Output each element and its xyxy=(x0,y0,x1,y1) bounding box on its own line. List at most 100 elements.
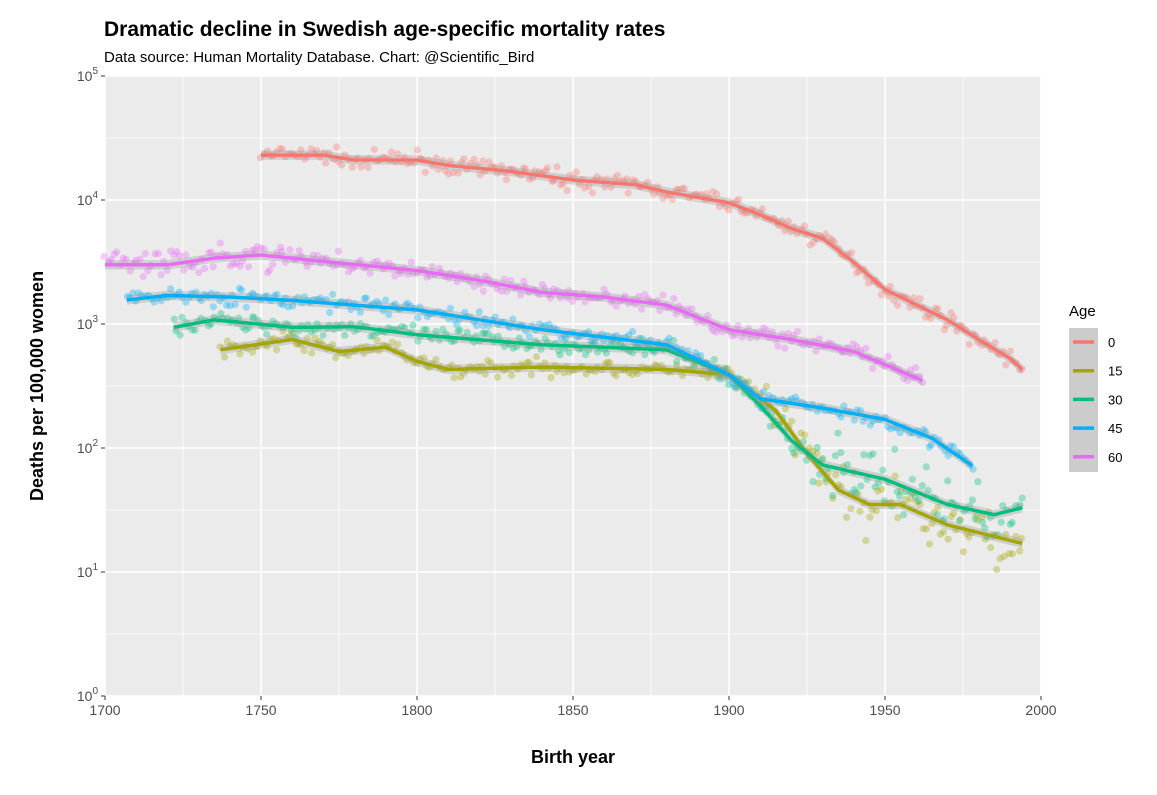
data-point-age-60 xyxy=(428,263,436,271)
data-point-age-0 xyxy=(852,269,861,277)
data-point-age-60 xyxy=(373,257,381,265)
data-point-age-60 xyxy=(423,273,431,281)
data-point-age-60 xyxy=(612,302,620,310)
data-point-age-0 xyxy=(357,163,365,171)
data-point-age-60 xyxy=(226,262,234,270)
data-point-age-30 xyxy=(891,445,899,453)
data-point-age-30 xyxy=(341,331,349,339)
data-point-age-15 xyxy=(604,358,612,366)
data-point-age-15 xyxy=(493,373,502,381)
data-point-age-30 xyxy=(500,342,509,350)
data-point-age-30 xyxy=(319,331,327,339)
data-point-age-15 xyxy=(922,525,930,533)
data-point-age-60 xyxy=(229,260,237,268)
data-point-age-45 xyxy=(134,289,143,297)
data-point-age-30 xyxy=(1008,518,1016,527)
data-point-age-15 xyxy=(719,374,728,382)
data-point-age-30 xyxy=(788,444,796,453)
data-point-age-45 xyxy=(167,285,175,293)
x-tick-label: 1950 xyxy=(869,702,900,718)
data-point-age-15 xyxy=(907,495,915,503)
data-point-age-45 xyxy=(385,310,393,319)
data-point-age-60 xyxy=(236,262,244,270)
data-point-age-30 xyxy=(420,326,428,334)
data-point-age-0 xyxy=(394,150,402,158)
data-point-age-60 xyxy=(493,285,501,293)
data-point-age-45 xyxy=(813,407,821,415)
data-point-age-30 xyxy=(541,334,549,343)
data-point-age-60 xyxy=(303,262,311,270)
confidence-band-age-45 xyxy=(126,290,973,471)
data-point-age-45 xyxy=(404,299,412,307)
data-point-age-0 xyxy=(300,155,309,163)
data-point-age-0 xyxy=(485,158,493,166)
data-point-age-0 xyxy=(479,157,487,165)
data-point-age-15 xyxy=(965,533,973,541)
data-point-age-45 xyxy=(414,314,422,322)
data-point-age-60 xyxy=(781,344,789,352)
data-point-age-30 xyxy=(978,518,987,526)
data-point-age-60 xyxy=(568,297,576,306)
data-point-age-45 xyxy=(665,334,673,342)
data-point-age-60 xyxy=(635,292,643,301)
data-point-age-60 xyxy=(219,250,227,258)
data-point-age-60 xyxy=(200,264,209,273)
data-point-age-30 xyxy=(843,460,852,469)
data-point-age-60 xyxy=(157,271,165,279)
data-point-age-45 xyxy=(382,296,390,304)
data-point-age-15 xyxy=(940,528,948,536)
data-point-age-0 xyxy=(337,161,346,169)
data-point-age-15 xyxy=(432,355,440,364)
data-point-age-60 xyxy=(784,329,792,338)
data-point-age-60 xyxy=(684,305,692,313)
data-point-age-30 xyxy=(616,339,624,347)
data-point-age-45 xyxy=(485,322,493,330)
data-point-age-45 xyxy=(237,286,246,294)
data-point-age-45 xyxy=(557,334,565,342)
data-point-age-0 xyxy=(576,180,584,189)
data-point-age-45 xyxy=(525,332,534,341)
data-point-age-30 xyxy=(819,455,827,463)
data-point-age-60 xyxy=(734,321,742,330)
legend: Age 0 15 30 45 60 xyxy=(1069,303,1122,472)
data-point-age-0 xyxy=(659,194,667,202)
data-point-age-45 xyxy=(944,451,952,460)
data-point-age-45 xyxy=(541,321,549,330)
data-point-age-60 xyxy=(185,262,194,270)
data-point-age-60 xyxy=(273,248,281,256)
data-point-age-60 xyxy=(768,328,776,336)
data-point-age-15 xyxy=(507,371,516,379)
data-point-age-15 xyxy=(481,370,489,378)
data-point-age-30 xyxy=(908,475,916,483)
data-point-age-30 xyxy=(641,351,649,359)
data-point-age-15 xyxy=(249,348,257,356)
data-point-age-45 xyxy=(226,302,234,310)
data-point-age-0 xyxy=(1002,361,1010,369)
data-point-age-0 xyxy=(563,186,571,195)
data-point-age-45 xyxy=(927,441,935,449)
data-point-age-45 xyxy=(787,395,796,403)
data-point-age-30 xyxy=(981,524,989,532)
data-point-age-60 xyxy=(688,305,696,313)
data-point-age-45 xyxy=(853,406,861,414)
data-point-age-15 xyxy=(523,359,531,367)
data-point-age-60 xyxy=(244,263,253,271)
data-point-age-15 xyxy=(532,353,541,361)
data-point-age-30 xyxy=(367,332,375,341)
y-tick-label: 100 xyxy=(77,686,99,704)
data-point-age-60 xyxy=(731,331,740,339)
data-point-age-60 xyxy=(248,246,256,254)
data-point-age-15 xyxy=(993,565,1001,574)
data-point-age-0 xyxy=(784,217,792,225)
data-point-age-30 xyxy=(955,517,964,525)
data-point-age-0 xyxy=(566,171,574,179)
data-point-age-60 xyxy=(497,287,506,295)
data-point-age-60 xyxy=(189,263,197,271)
data-point-age-60 xyxy=(144,267,152,275)
data-point-age-30 xyxy=(915,497,923,505)
data-point-age-30 xyxy=(235,314,243,322)
data-point-age-15 xyxy=(612,372,620,380)
data-point-age-15 xyxy=(813,449,821,457)
data-point-age-30 xyxy=(401,323,409,331)
data-point-age-30 xyxy=(790,449,798,457)
